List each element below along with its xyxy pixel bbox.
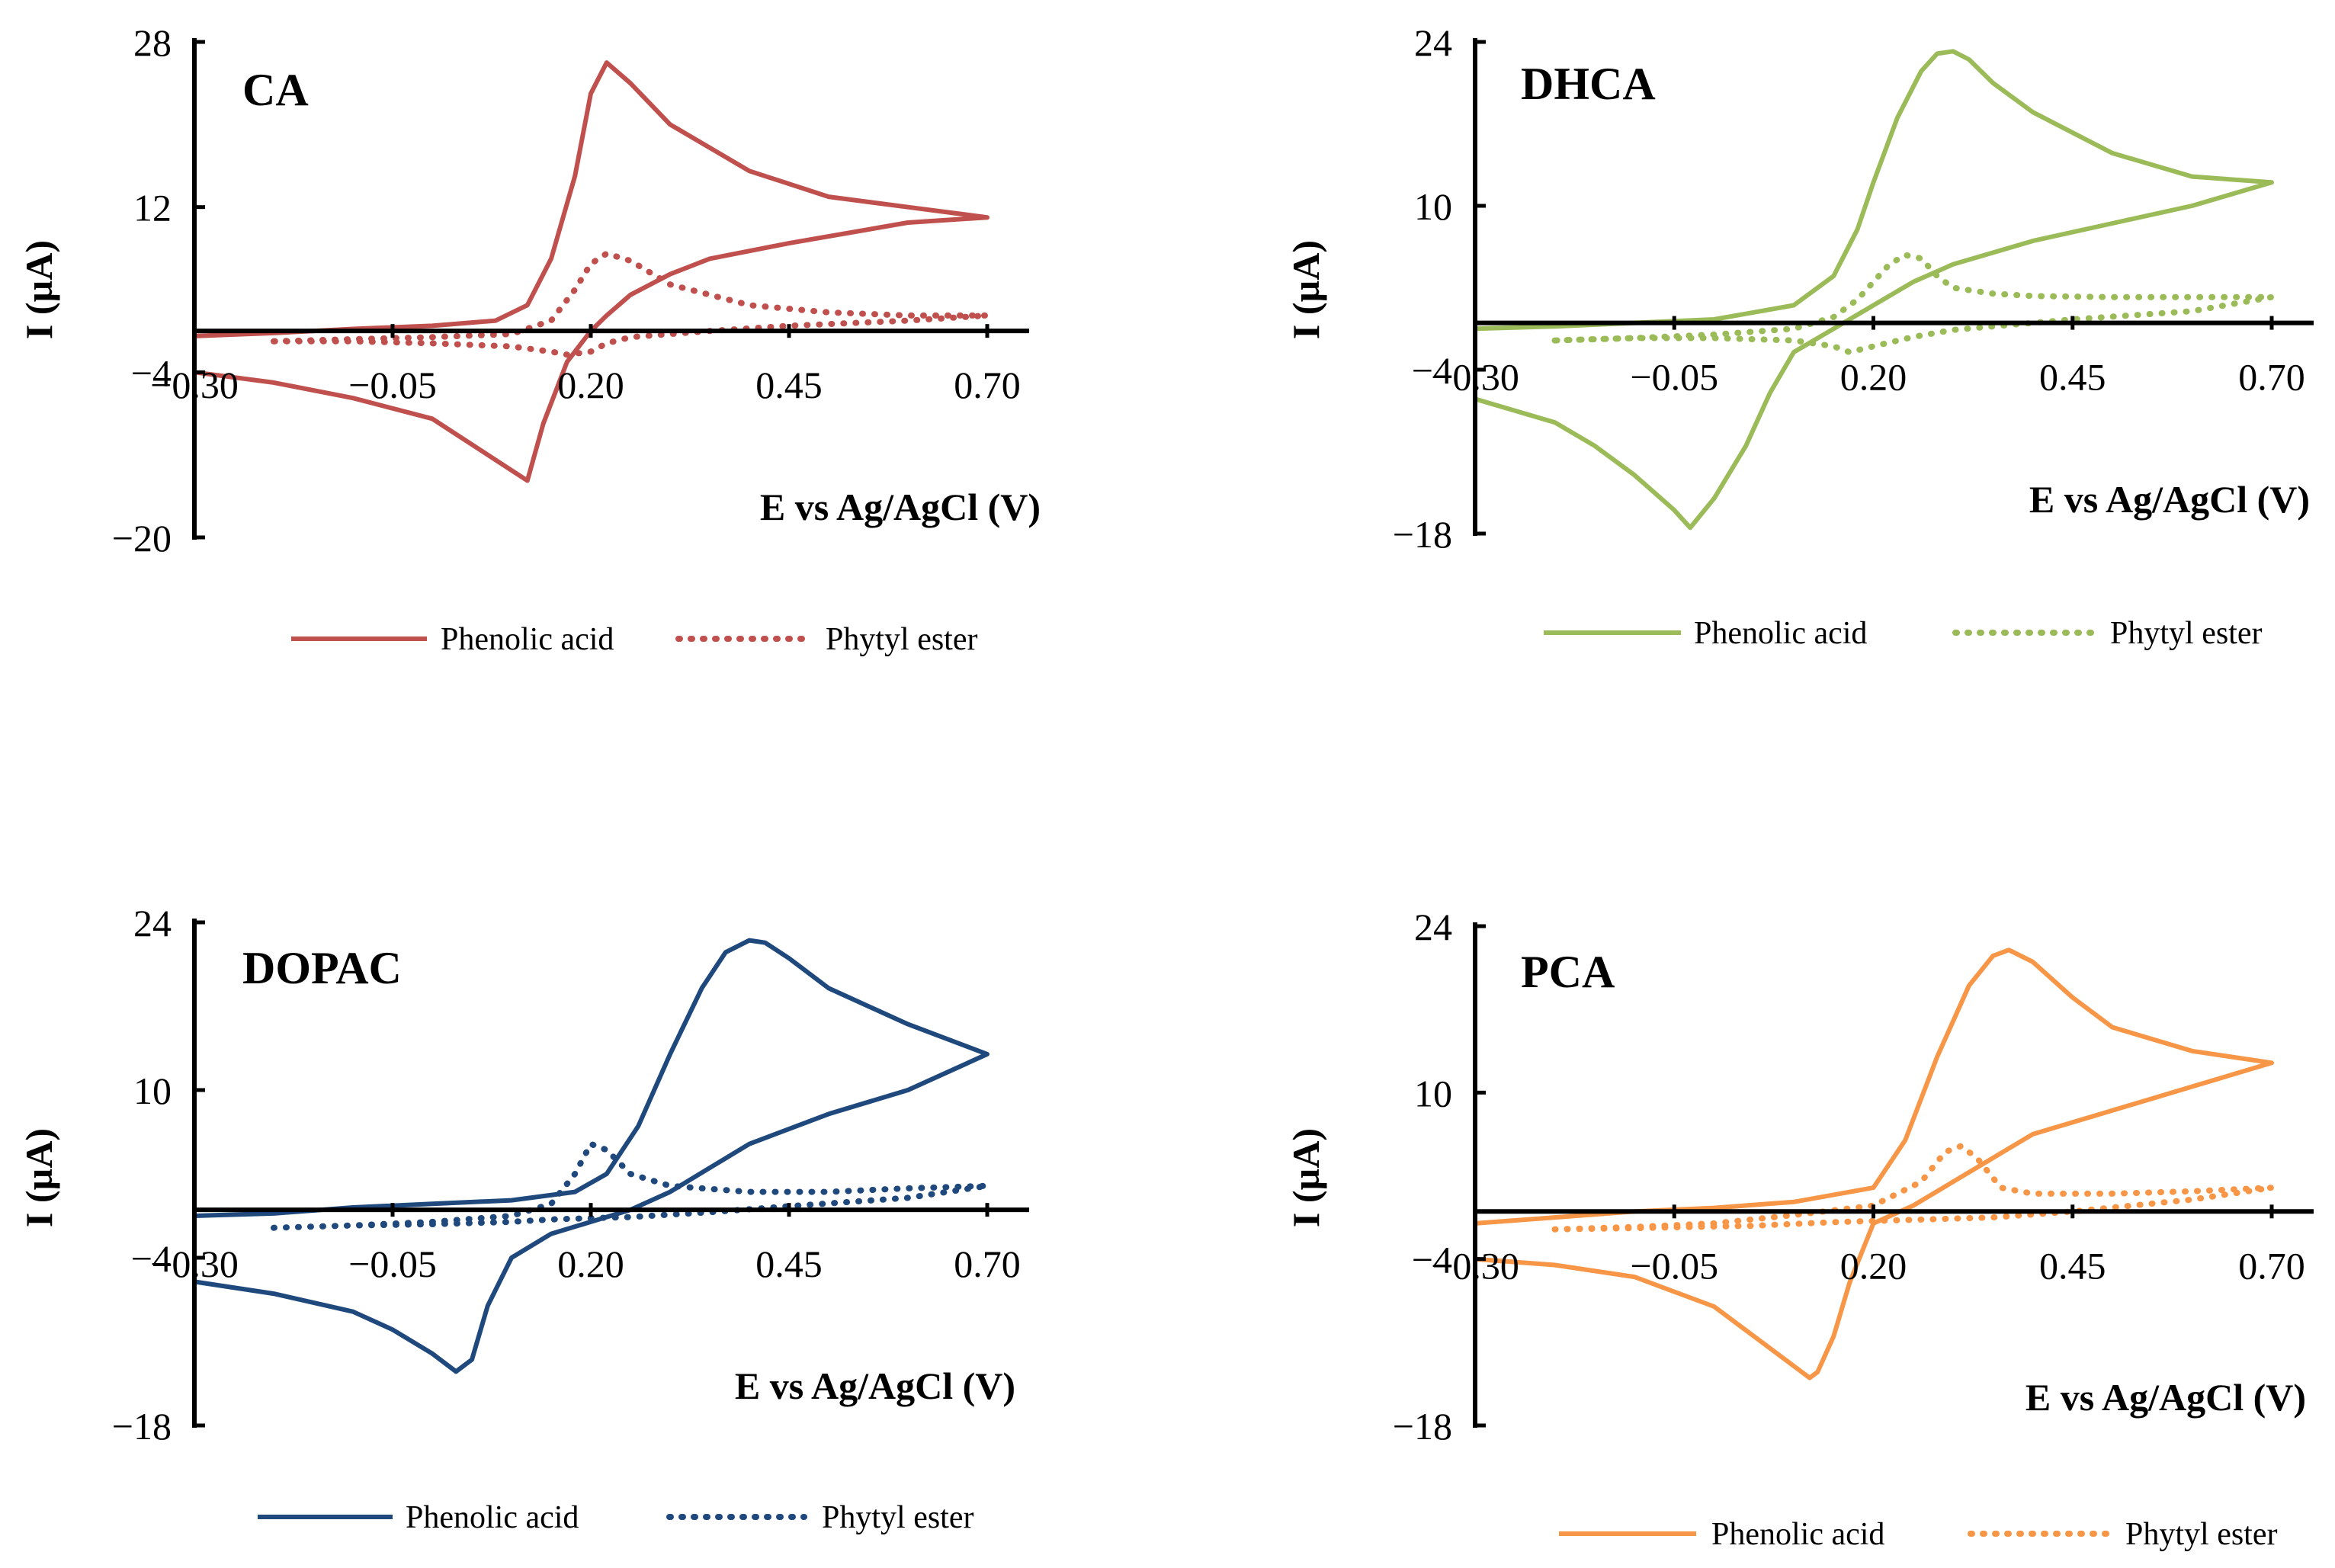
series-phenolic-acid — [194, 60, 989, 483]
x-axis-label: E vs Ag/AgCl (V) — [760, 486, 1041, 528]
legend-label-phenolic-acid: Phenolic acid — [1711, 1517, 1884, 1552]
series-phytyl-ester — [1551, 252, 2275, 355]
legend: Phenolic acid Phytyl ester — [1559, 1517, 2277, 1552]
x-ticks: −0.30 −0.05 0.20 0.45 0.70 — [150, 1203, 1021, 1285]
chart-title: DOPAC — [242, 943, 402, 993]
series-phenolic-acid — [1474, 49, 2274, 531]
x-tick-label: 0.70 — [954, 364, 1021, 406]
y-tick-label: −18 — [112, 1405, 172, 1448]
x-tick-label: 0.45 — [2039, 1244, 2106, 1287]
series-group — [194, 60, 990, 483]
series-group — [194, 938, 990, 1374]
x-tick-label: 0.45 — [755, 1243, 823, 1285]
series-phytyl-ester — [271, 1140, 990, 1231]
y-tick-label: 28 — [133, 21, 172, 64]
x-tick-label: −0.05 — [1630, 1244, 1718, 1287]
x-tick-label: 0.70 — [2238, 356, 2305, 399]
legend-label-phenolic-acid: Phenolic acid — [406, 1500, 579, 1535]
y-tick-label: 10 — [133, 1069, 172, 1112]
y-ticks: 24 10 −4 −18 — [1393, 21, 1486, 556]
x-tick-label: −0.30 — [1431, 356, 1519, 399]
chart-title: PCA — [1521, 947, 1615, 997]
y-tick-label: 24 — [1414, 21, 1452, 64]
chart-title: DHCA — [1521, 59, 1656, 109]
x-tick-label: 0.45 — [2039, 356, 2106, 399]
y-tick-label: 24 — [1414, 906, 1452, 948]
x-tick-label: −0.05 — [348, 364, 437, 406]
y-ticks: 28 12 −4 −20 — [112, 21, 205, 560]
legend-label-phytyl-ester: Phytyl ester — [2110, 616, 2262, 651]
legend-label-phytyl-ester: Phytyl ester — [826, 622, 977, 657]
panel-dopac: −0.30 −0.05 0.20 0.45 0.70 24 10 −4 −18 DOPAC E… — [18, 902, 1029, 1535]
x-axis-label: E vs Ag/AgCl (V) — [2025, 1376, 2306, 1419]
y-ticks: 24 10 −4 −18 — [1393, 906, 1486, 1448]
y-tick-label: −4 — [1412, 1239, 1452, 1281]
x-tick-label: 0.70 — [2238, 1244, 2305, 1287]
legend-label-phytyl-ester: Phytyl ester — [822, 1500, 973, 1535]
y-tick-label: 10 — [1414, 185, 1452, 228]
y-tick-label: −4 — [131, 351, 172, 394]
x-tick-label: 0.20 — [557, 364, 624, 406]
legend: Phenolic acid Phytyl ester — [258, 1500, 973, 1535]
x-tick-label: 0.20 — [1840, 356, 1907, 399]
y-tick-label: −18 — [1393, 513, 1452, 556]
y-axis-label: I (µA) — [1285, 240, 1327, 339]
x-tick-label: 0.70 — [954, 1243, 1021, 1285]
series-group — [1474, 948, 2275, 1380]
x-tick-label: 0.20 — [557, 1243, 624, 1285]
legend-label-phenolic-acid: Phenolic acid — [441, 622, 614, 657]
legend-label-phenolic-acid: Phenolic acid — [1694, 616, 1867, 651]
x-tick-label: 0.45 — [755, 364, 823, 406]
series-phytyl-ester — [1551, 1143, 2275, 1233]
x-tick-label: −0.30 — [150, 1243, 239, 1285]
y-tick-label: 12 — [133, 187, 172, 229]
series-group — [1474, 49, 2275, 531]
panel-dhca: −0.30 −0.05 0.20 0.45 0.70 24 10 −4 −18 DHCA E … — [1285, 21, 2314, 651]
x-tick-label: −0.30 — [1431, 1244, 1519, 1287]
y-axis-label: I (µA) — [18, 1128, 60, 1227]
legend-label-phytyl-ester: Phytyl ester — [2125, 1517, 2277, 1552]
y-tick-label: −18 — [1393, 1405, 1452, 1448]
x-axis-label: E vs Ag/AgCl (V) — [735, 1364, 1015, 1407]
x-tick-label: 0.20 — [1840, 1244, 1907, 1287]
y-ticks: 24 10 −4 −18 — [112, 902, 205, 1448]
y-axis-label: I (µA) — [1285, 1128, 1327, 1227]
y-tick-label: −4 — [131, 1237, 172, 1280]
y-tick-label: 24 — [133, 902, 172, 944]
series-phenolic-acid — [1474, 948, 2274, 1380]
legend: Phenolic acid Phytyl ester — [1544, 616, 2262, 651]
x-axis-label: E vs Ag/AgCl (V) — [2029, 478, 2310, 521]
x-ticks: −0.30 −0.05 0.20 0.45 0.70 — [1431, 316, 2305, 399]
x-ticks: −0.30 −0.05 0.20 0.45 0.70 — [150, 324, 1021, 406]
x-tick-label: −0.05 — [1630, 356, 1718, 399]
series-phenolic-acid — [194, 938, 989, 1374]
x-ticks: −0.30 −0.05 0.20 0.45 0.70 — [1431, 1204, 2305, 1287]
y-axis-label: I (µA) — [18, 240, 60, 339]
series-phytyl-ester — [271, 250, 990, 358]
x-tick-label: −0.05 — [348, 1243, 437, 1285]
y-tick-label: 10 — [1414, 1072, 1452, 1114]
panel-pca: −0.30 −0.05 0.20 0.45 0.70 24 10 −4 −18 PCA E v… — [1285, 906, 2314, 1552]
y-tick-label: −20 — [112, 517, 172, 560]
legend: Phenolic acid Phytyl ester — [291, 622, 977, 657]
chart-title: CA — [242, 65, 309, 115]
y-tick-label: −4 — [1412, 349, 1452, 392]
